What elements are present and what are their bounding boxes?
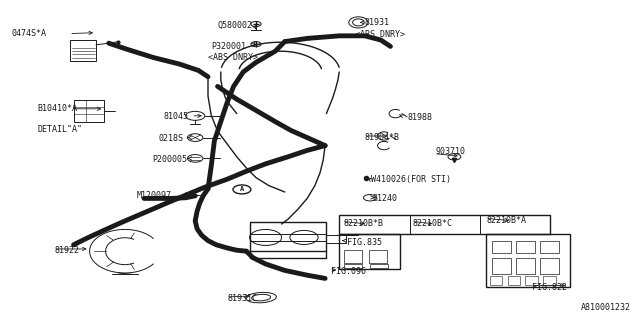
Bar bbox=[508, 276, 520, 285]
Bar bbox=[339, 215, 550, 234]
Text: 81240: 81240 bbox=[372, 194, 397, 203]
Text: 81045: 81045 bbox=[163, 112, 188, 121]
Text: 82210B*C: 82210B*C bbox=[413, 219, 453, 228]
Bar bbox=[344, 250, 362, 263]
Text: A: A bbox=[240, 187, 244, 192]
Text: FIG.835: FIG.835 bbox=[347, 238, 382, 247]
Text: 903710: 903710 bbox=[435, 148, 465, 156]
Text: M120097: M120097 bbox=[136, 191, 172, 200]
Text: <ABS DNRY>: <ABS DNRY> bbox=[208, 53, 258, 62]
Text: Q580002: Q580002 bbox=[218, 21, 253, 30]
Text: 81931: 81931 bbox=[365, 18, 390, 27]
Text: 81988: 81988 bbox=[407, 113, 432, 122]
Text: 0474S*A: 0474S*A bbox=[12, 29, 47, 38]
Text: FIG.096: FIG.096 bbox=[331, 268, 366, 276]
Bar bbox=[70, 40, 96, 61]
Text: 81922: 81922 bbox=[54, 246, 79, 255]
Bar bbox=[525, 276, 538, 285]
Text: A810001232: A810001232 bbox=[580, 303, 630, 312]
Bar bbox=[540, 241, 559, 253]
Bar bbox=[486, 234, 570, 287]
Bar bbox=[250, 222, 326, 251]
Text: 81931C: 81931C bbox=[227, 294, 257, 303]
Bar bbox=[370, 264, 388, 268]
Bar bbox=[490, 276, 502, 285]
Bar bbox=[516, 258, 535, 274]
Bar bbox=[369, 250, 387, 263]
Bar bbox=[74, 100, 104, 122]
Text: DETAIL"A": DETAIL"A" bbox=[37, 125, 82, 134]
Bar bbox=[344, 264, 362, 268]
Text: P200005: P200005 bbox=[152, 155, 188, 164]
Bar bbox=[543, 276, 556, 285]
Bar bbox=[516, 241, 535, 253]
Text: W410026(FOR STI): W410026(FOR STI) bbox=[371, 175, 451, 184]
Text: 82210B*B: 82210B*B bbox=[343, 219, 383, 228]
Bar bbox=[492, 258, 511, 274]
Text: 82210B*A: 82210B*A bbox=[486, 216, 526, 225]
Text: B10410*A: B10410*A bbox=[37, 104, 77, 113]
Text: P320001: P320001 bbox=[211, 42, 246, 51]
Text: FIG.822: FIG.822 bbox=[532, 284, 568, 292]
Text: 0218S: 0218S bbox=[159, 134, 184, 143]
Text: 81904*B: 81904*B bbox=[365, 133, 400, 142]
Bar bbox=[492, 241, 511, 253]
Text: <ABS DNRY>: <ABS DNRY> bbox=[355, 30, 405, 39]
Bar bbox=[339, 234, 400, 269]
Bar bbox=[540, 258, 559, 274]
